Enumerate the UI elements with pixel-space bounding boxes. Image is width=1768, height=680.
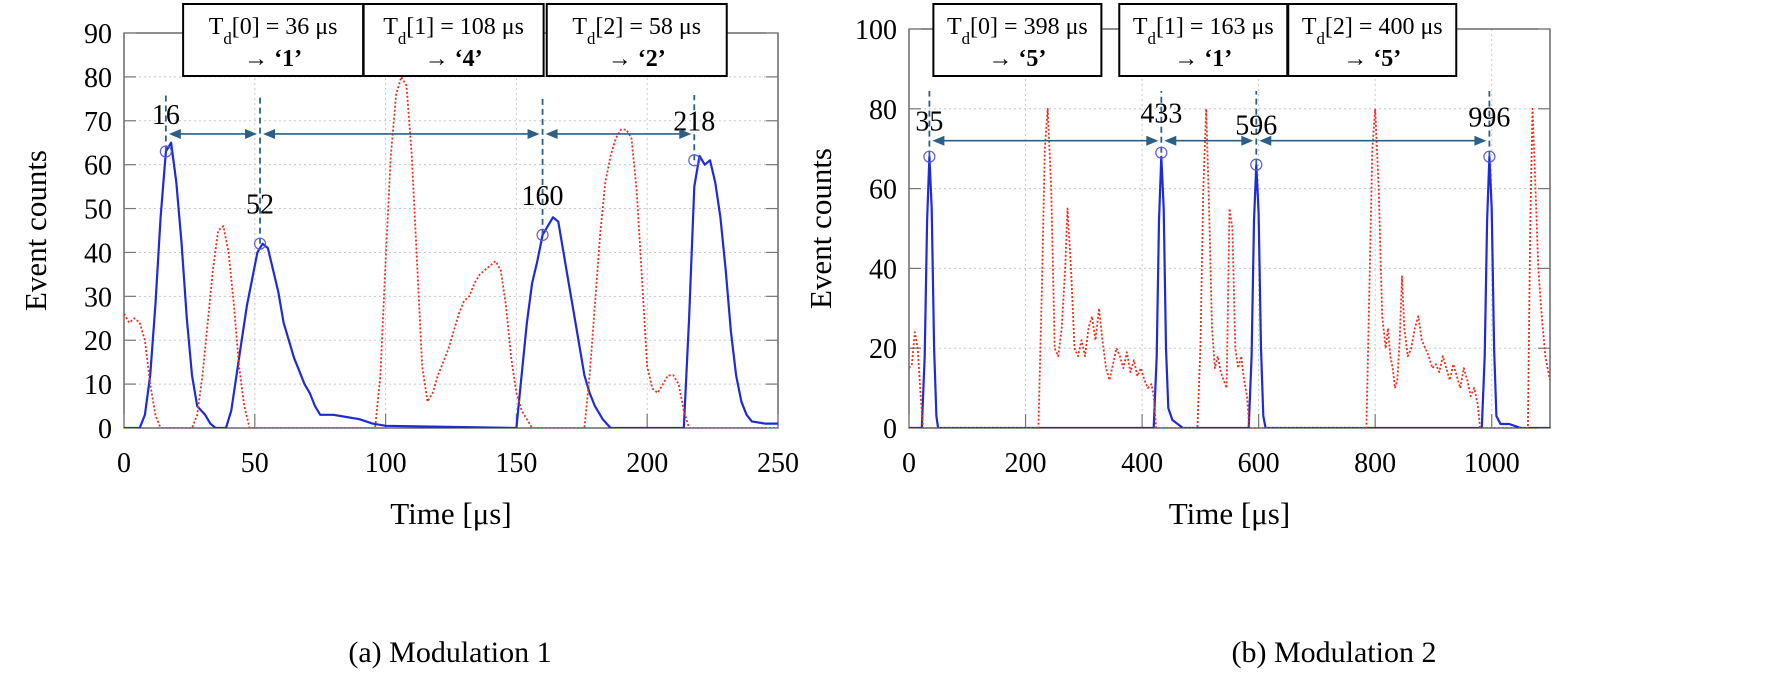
annotation-box-line1: Td[2] = 400 μs — [1302, 14, 1443, 48]
x-tick-label: 600 — [1238, 448, 1280, 479]
y-tick-label: 80 — [869, 95, 897, 126]
x-tick-label: 800 — [1354, 448, 1396, 479]
peak-circle — [253, 237, 267, 250]
peak-circle — [1483, 150, 1496, 163]
chart-panel-modulation-2: 0 200 400 600 800 1000 0 20 40 60 80 100 Time [μs] Ev… — [803, 0, 1768, 680]
annotation-box-line2: → ‘5’ — [988, 46, 1046, 72]
annotation-box-line1: Td[0] = 36 μs — [209, 14, 338, 48]
y-tick-label: 60 — [869, 175, 897, 206]
x-tick-label: 100 — [365, 448, 407, 479]
annotation-box-line2: → ‘2’ — [608, 46, 666, 72]
series-group — [124, 76, 778, 428]
peak-label: 16 — [152, 100, 180, 131]
series-line-blue — [124, 141, 778, 428]
annotation-box-line1: Td[1] = 163 μs — [1133, 14, 1274, 48]
annotation-box-line1: Td[2] = 58 μs — [572, 14, 701, 48]
series-line-red — [124, 76, 778, 428]
y-tick-label: 20 — [84, 326, 112, 357]
interval-arrow-head-right — [1474, 135, 1487, 146]
annotation-box — [1118, 3, 1289, 77]
x-tick-label: 0 — [117, 448, 131, 479]
annotation-box-line2: → ‘1’ — [244, 46, 302, 72]
y-tick-label: 0 — [98, 414, 112, 445]
interval-arrow-head-right — [245, 128, 258, 139]
x-tick-label: 200 — [626, 448, 668, 479]
annotation-box-line1: Td[0] = 398 μs — [947, 14, 1088, 48]
y-tick-label: 40 — [84, 238, 112, 269]
interval-arrow-head-right — [527, 128, 540, 139]
peak-circle — [923, 150, 936, 163]
annotation-box-line2: → ‘1’ — [1174, 46, 1232, 72]
interval-arrow-head-left — [932, 135, 945, 146]
x-tick-label: 50 — [241, 448, 269, 479]
x-tick-label: 1000 — [1464, 448, 1520, 479]
interval-arrow-head-left — [1259, 135, 1272, 146]
x-tick-label: 400 — [1121, 448, 1163, 479]
annotation-box — [932, 3, 1103, 77]
y-tick-label: 70 — [84, 107, 112, 138]
plot-frame — [908, 28, 1551, 429]
series-group — [909, 107, 1550, 428]
y-axis-label: Event counts — [803, 148, 838, 309]
interval-arrow-head-right — [679, 128, 692, 139]
x-tick-label: 200 — [1005, 448, 1047, 479]
y-axis-label: Event counts — [18, 150, 53, 311]
annotation-box — [1287, 3, 1458, 77]
peak-label: 433 — [1140, 99, 1182, 130]
annotation-box — [545, 3, 728, 77]
peak-circle — [1155, 146, 1168, 159]
y-tick-label: 20 — [869, 334, 897, 365]
interval-arrow-head-left — [545, 128, 558, 139]
peak-circle — [536, 228, 549, 241]
x-axis-label: Time [μs] — [390, 496, 511, 531]
peak-circle — [159, 145, 172, 158]
series-line-blue — [909, 155, 1550, 428]
y-tick-label: 60 — [84, 151, 112, 182]
annotation-box — [362, 3, 545, 77]
interval-arrow-head-left — [263, 128, 276, 139]
chart-svg-modulation-2: 0 200 400 600 800 1000 0 20 40 60 80 100 Time [μs] Ev… — [803, 3, 1551, 531]
annotation-box-line2: → ‘5’ — [1343, 46, 1401, 72]
y-tick-label: 0 — [883, 414, 897, 445]
y-tick-label: 30 — [84, 282, 112, 313]
peak-circle — [1250, 158, 1263, 171]
interval-arrow-head-right — [1241, 135, 1254, 146]
chart-svg-modulation-1: 0 50 100 150 200 250 0 10 20 30 40 50 60 70 80 90 Time [… — [18, 3, 799, 531]
x-axis-label: Time [μs] — [1169, 496, 1290, 531]
interval-arrow-head-left — [1164, 135, 1177, 146]
y-tick-label: 90 — [84, 19, 112, 50]
peak-label: 996 — [1468, 103, 1510, 134]
annotation-box-line2: → ‘4’ — [425, 46, 483, 72]
interval-arrow-head-left — [168, 128, 181, 139]
annotation-box — [182, 3, 365, 77]
x-tick-label: 150 — [495, 448, 537, 479]
y-tick-label: 80 — [84, 63, 112, 94]
interval-arrow-head-right — [1146, 135, 1159, 146]
plot-frame — [123, 32, 779, 429]
peak-label: 52 — [246, 190, 274, 221]
x-tick-label: 250 — [757, 448, 799, 479]
peak-label: 160 — [522, 181, 564, 212]
series-line-red — [909, 107, 1550, 428]
y-tick-label: 40 — [869, 254, 897, 285]
y-tick-label: 50 — [84, 195, 112, 226]
chart-panel-modulation-1: 0 50 100 150 200 250 0 10 20 30 40 50 60 70 80 90 Time [… — [18, 3, 799, 669]
peak-label: 35 — [915, 107, 943, 138]
chart-caption: (b) Modulation 2 — [1231, 636, 1437, 669]
chart-caption: (a) Modulation 1 — [348, 636, 552, 669]
y-tick-label: 10 — [84, 370, 112, 401]
y-tick-label: 100 — [855, 15, 897, 46]
x-tick-label: 0 — [902, 448, 916, 479]
peak-circle — [688, 154, 701, 167]
annotation-box-line1: Td[1] = 108 μs — [383, 14, 524, 48]
